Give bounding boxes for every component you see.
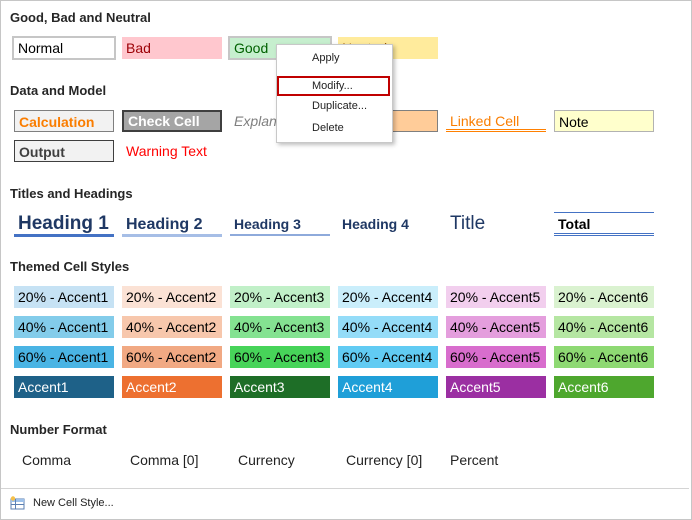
style-40-accent5[interactable]: 40% - Accent5	[446, 316, 546, 338]
style-20-accent1[interactable]: 20% - Accent1	[14, 286, 114, 308]
section-good-bad-neutral: Good, Bad and Neutral	[10, 10, 151, 25]
style-20-accent5[interactable]: 20% - Accent5	[446, 286, 546, 308]
style-60-accent2[interactable]: 60% - Accent2	[122, 346, 222, 368]
style-comma[interactable]: Comma	[22, 452, 72, 468]
style-40-accent6[interactable]: 40% - Accent6	[554, 316, 654, 338]
style-normal[interactable]: Normal	[12, 36, 116, 60]
style-60-accent4[interactable]: 60% - Accent4	[338, 346, 438, 368]
style-accent5[interactable]: Accent5	[446, 376, 546, 398]
style-currency-0[interactable]: Currency [0]	[346, 452, 423, 468]
style-40-accent3[interactable]: 40% - Accent3	[230, 316, 330, 338]
style-40-accent2[interactable]: 40% - Accent2	[122, 316, 222, 338]
menu-item-apply[interactable]: Apply	[312, 52, 340, 64]
new-cell-style-icon	[10, 496, 26, 510]
gallery-footer: New Cell Style...	[1, 488, 689, 519]
style-20-accent4[interactable]: 20% - Accent4	[338, 286, 438, 308]
style-total[interactable]: Total	[554, 212, 654, 236]
style-note[interactable]: Note	[554, 110, 654, 132]
style-accent3[interactable]: Accent3	[230, 376, 330, 398]
style-output[interactable]: Output	[14, 140, 114, 162]
style-bad[interactable]: Bad	[122, 37, 222, 59]
style-currency[interactable]: Currency	[238, 452, 295, 468]
style-60-accent3[interactable]: 60% - Accent3	[230, 346, 330, 368]
menu-item-delete[interactable]: Delete	[312, 122, 344, 134]
section-data-and-model: Data and Model	[10, 83, 107, 98]
style-20-accent6[interactable]: 20% - Accent6	[554, 286, 654, 308]
menu-item-modify[interactable]: Modify...	[277, 76, 390, 96]
cell-style-context-menu: Apply Modify... Duplicate... Delete	[276, 44, 393, 143]
style-accent1[interactable]: Accent1	[14, 376, 114, 398]
style-60-accent6[interactable]: 60% - Accent6	[554, 346, 654, 368]
style-check-cell[interactable]: Check Cell	[122, 110, 222, 132]
section-number-format: Number Format	[10, 422, 107, 437]
style-40-accent1[interactable]: 40% - Accent1	[14, 316, 114, 338]
style-title[interactable]: Title	[450, 213, 486, 234]
style-60-accent5[interactable]: 60% - Accent5	[446, 346, 546, 368]
style-60-accent1[interactable]: 60% - Accent1	[14, 346, 114, 368]
style-heading-1[interactable]: Heading 1	[14, 211, 114, 237]
style-percent[interactable]: Percent	[450, 452, 499, 468]
new-cell-style-button[interactable]: New Cell Style...	[1, 489, 689, 519]
style-20-accent3[interactable]: 20% - Accent3	[230, 286, 330, 308]
style-accent6[interactable]: Accent6	[554, 376, 654, 398]
style-warning-text[interactable]: Warning Text	[126, 143, 207, 159]
style-heading-3[interactable]: Heading 3	[230, 213, 330, 236]
new-cell-style-label: New Cell Style...	[33, 497, 114, 509]
style-accent4[interactable]: Accent4	[338, 376, 438, 398]
style-comma-0[interactable]: Comma [0]	[130, 452, 199, 468]
style-20-accent2[interactable]: 20% - Accent2	[122, 286, 222, 308]
style-40-accent4[interactable]: 40% - Accent4	[338, 316, 438, 338]
style-calculation[interactable]: Calculation	[14, 110, 114, 132]
style-linked-cell[interactable]: Linked Cell	[446, 110, 546, 132]
section-titles-and-headings: Titles and Headings	[10, 186, 133, 201]
style-heading-4[interactable]: Heading 4	[342, 216, 409, 232]
menu-item-duplicate[interactable]: Duplicate...	[312, 100, 368, 112]
style-heading-2[interactable]: Heading 2	[122, 212, 222, 237]
style-accent2[interactable]: Accent2	[122, 376, 222, 398]
section-themed-cell-styles: Themed Cell Styles	[10, 259, 130, 274]
